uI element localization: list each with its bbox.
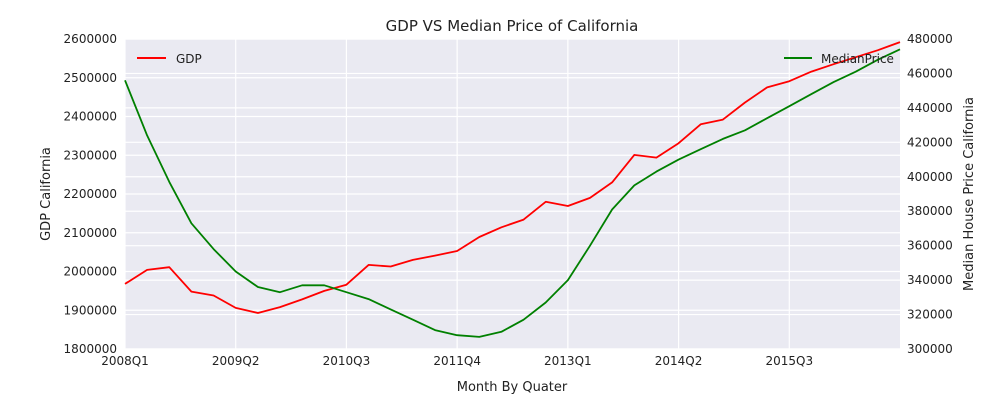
y-right-tick-label: 420000 [907,135,953,149]
grid-lines [124,38,900,350]
x-tick-label: 2008Q1 [101,354,149,368]
y-left-tick-label: 1900000 [64,303,117,317]
y-right-tick-label: 340000 [907,273,953,287]
legend-medianprice-label: MedianPrice [821,52,894,66]
x-tick-label: 2015Q3 [765,354,813,368]
legend-left: GDP [137,52,202,66]
y-left-tick-label: 2200000 [64,187,117,201]
y-left-tick-label: 2600000 [64,32,117,46]
y-left-tick-label: 1800000 [64,342,117,356]
x-tick-label: 2014Q2 [655,354,703,368]
y-right-tick-label: 480000 [907,32,953,46]
y-left-tick-label: 2500000 [64,71,117,85]
y-right-tick-label: 320000 [907,308,953,322]
y-axis-label-right: Median House Price California [962,97,977,291]
y-right-tick-label: 460000 [907,66,953,80]
x-tick-label: 2011Q4 [433,354,481,368]
x-tick-label: 2013Q1 [544,354,592,368]
chart-title: GDP VS Median Price of California [386,17,639,35]
y-left-tick-label: 2000000 [64,265,117,279]
x-tick-label: 2010Q3 [323,354,371,368]
series-lines [124,41,901,338]
x-axis-ticks: 2008Q1 2009Q2 2010Q3 2011Q4 2013Q1 2014Q2 2015… [101,354,813,368]
x-tick-label: 2009Q2 [212,354,260,368]
legend-gdp-label: GDP [176,52,202,66]
left-axis-ticks: 1800000 1900000 2000000 2100000 2200000 23000… [64,32,117,356]
y-axis-label-left: GDP California [39,147,54,241]
series-line-gdp [124,41,901,314]
x-axis-label: Month By Quater [457,380,568,395]
y-left-tick-label: 2300000 [64,148,117,162]
right-axis-ticks: 300000 320000 340000 360000 380000 400000 4200… [907,32,953,356]
y-right-tick-label: 300000 [907,342,953,356]
y-left-tick-label: 2400000 [64,110,117,124]
y-left-tick-label: 2100000 [64,226,117,240]
y-right-tick-label: 380000 [907,204,953,218]
y-right-tick-label: 440000 [907,101,953,115]
y-right-tick-label: 360000 [907,239,953,253]
series-line-medianprice [124,48,901,338]
y-right-tick-label: 400000 [907,170,953,184]
legend-right: MedianPrice [784,52,894,66]
